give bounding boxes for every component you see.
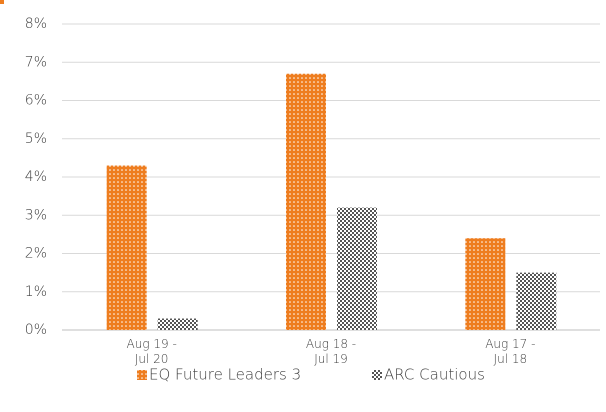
bar: [337, 207, 377, 330]
bar: [465, 238, 506, 330]
legend-label: EQ Future Leaders 3: [149, 366, 301, 384]
legend-label: ARC Cautious: [384, 366, 485, 384]
bar: [516, 272, 557, 330]
y-tick-label: 1%: [25, 284, 47, 300]
legend-swatch: [137, 370, 147, 380]
y-tick-label: 3%: [25, 207, 47, 223]
legend-swatch: [372, 370, 382, 380]
x-tick-label: Aug 19 - Jul 20: [126, 337, 177, 366]
corner-accent: [0, 0, 4, 4]
y-tick-label: 7%: [25, 54, 47, 70]
y-tick-label: 0%: [25, 322, 47, 338]
x-tick-label: Aug 17 - Jul 18: [485, 337, 536, 366]
x-tick-label: Aug 18 - Jul 19: [305, 337, 357, 366]
y-tick-label: 6%: [25, 93, 47, 109]
y-tick-label: 2%: [25, 246, 47, 262]
y-tick-label: 5%: [25, 131, 47, 147]
bar: [286, 73, 326, 330]
bar: [106, 165, 147, 330]
y-tick-label: 8%: [25, 16, 47, 32]
y-tick-label: 4%: [25, 169, 47, 185]
bar: [157, 318, 198, 330]
